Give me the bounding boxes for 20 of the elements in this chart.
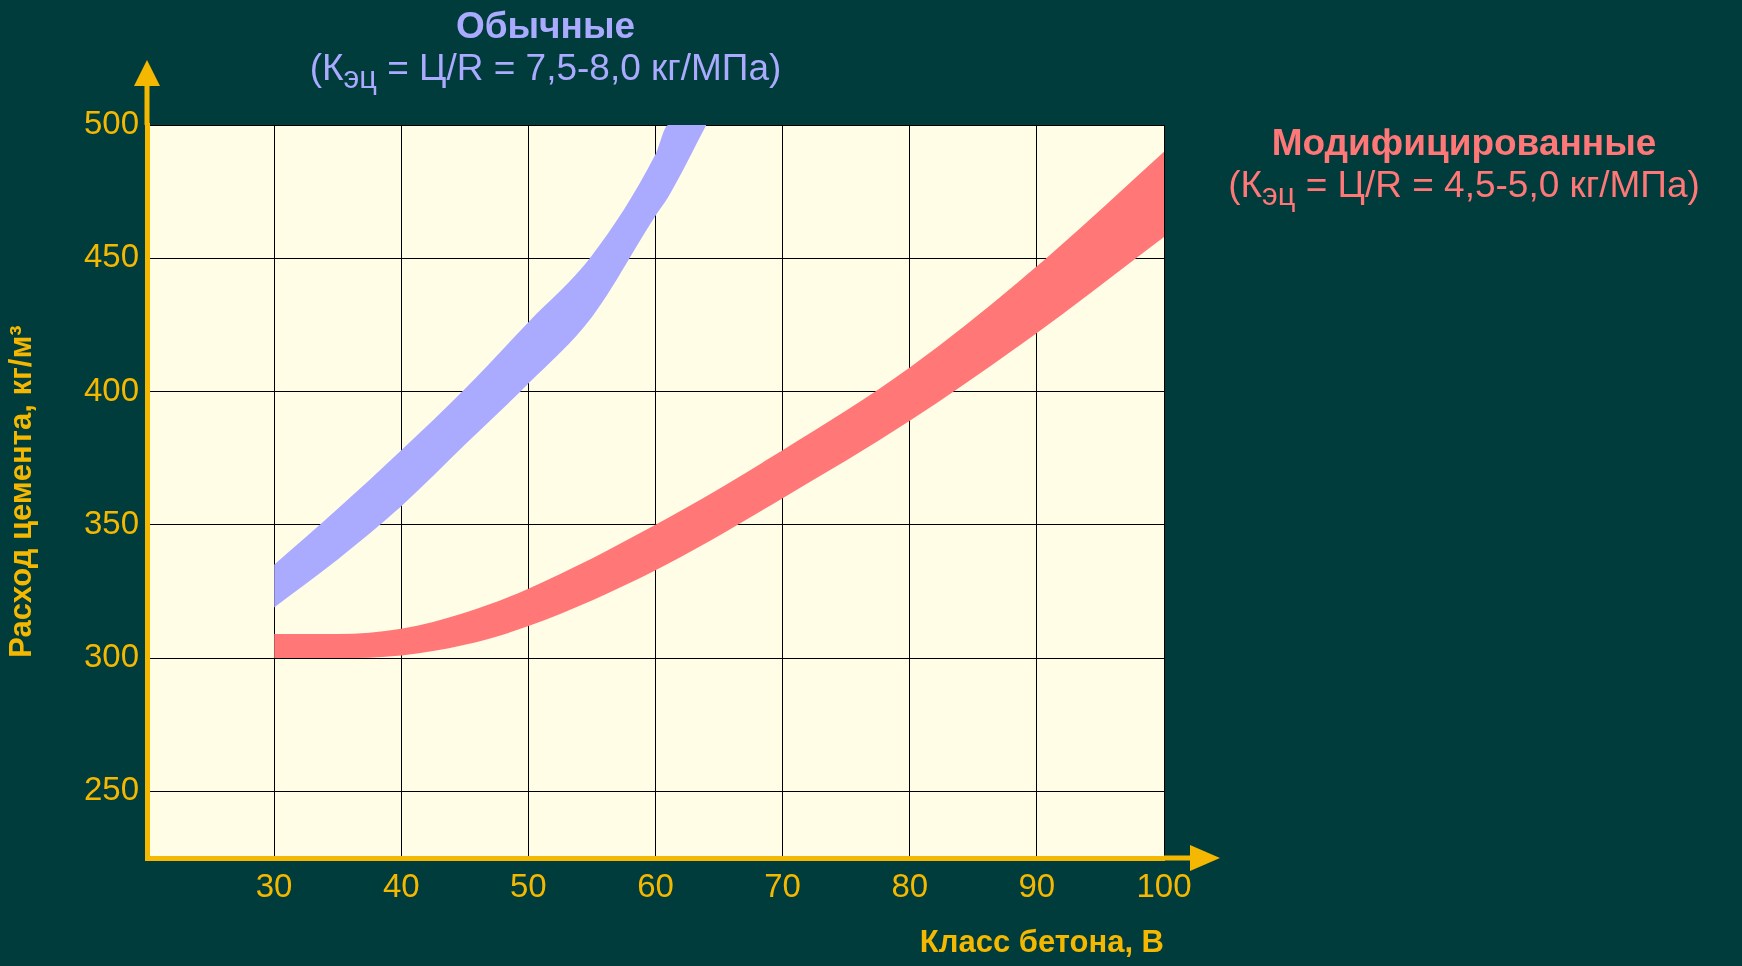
x-tick-label: 80 <box>891 866 929 904</box>
y-tick-label: 450 <box>83 237 139 275</box>
x-tick-label: 40 <box>382 866 420 904</box>
x-tick-label: 50 <box>510 866 547 904</box>
x-tick-label: 90 <box>1018 866 1056 904</box>
legend-label: Обычные <box>454 5 637 47</box>
text: (К$_{эц}$ = Ц/R = 4,5-5,0 кг/МПа) <box>1227 164 1701 214</box>
y-tick-label: 400 <box>83 370 139 408</box>
x-axis-title: Класс бетона, В <box>919 923 1164 959</box>
y-tick-label: 300 <box>83 637 139 675</box>
x-tick-label: 60 <box>637 866 674 904</box>
y-tick-label: 250 <box>83 770 139 808</box>
y-tick-label: 350 <box>83 503 139 541</box>
legend-label: Модифицированные <box>1270 122 1658 164</box>
y-axis-title: Расход цемента, кг/м³ <box>3 325 39 658</box>
x-tick-label: 100 <box>1136 866 1192 904</box>
y-tick-label: 500 <box>83 104 139 142</box>
x-tick-label: 70 <box>764 866 801 904</box>
x-tick-label: 30 <box>255 866 293 904</box>
text: (К$_{эц}$ = Ц/R = 7,5-8,0 кг/МПа) <box>308 47 783 97</box>
